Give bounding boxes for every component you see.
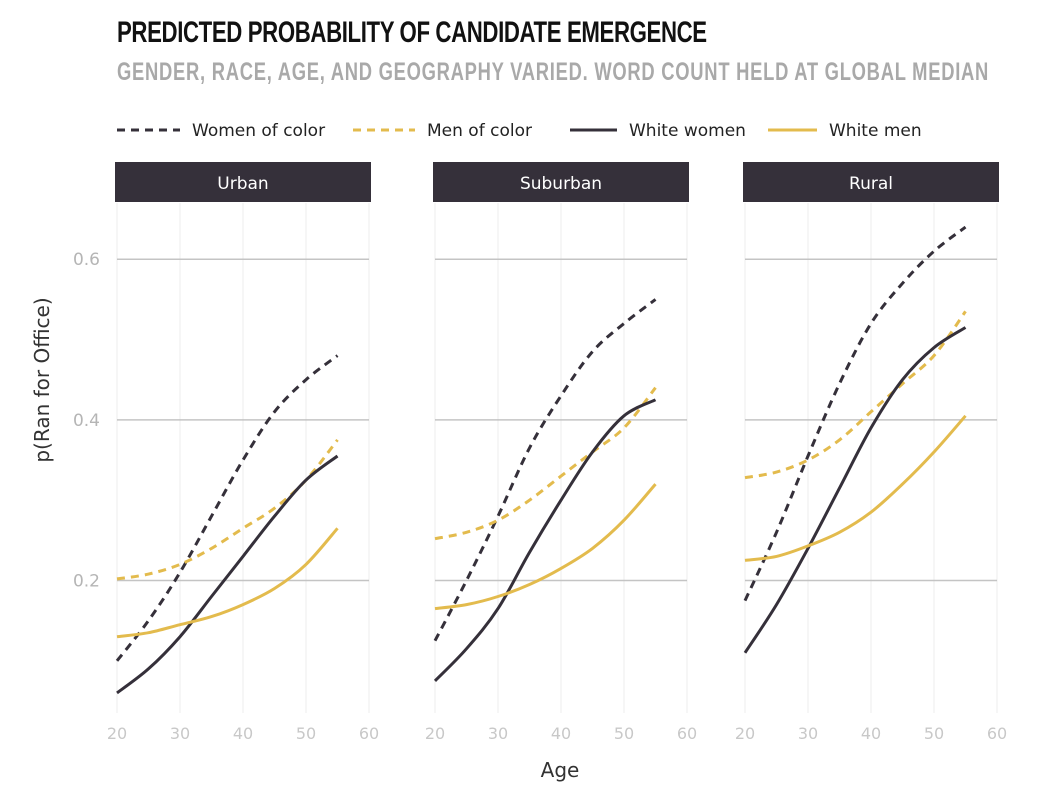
series-line-suburban-white-men [434,483,657,611]
panel-title-rural: Rural [849,174,893,194]
x-tick-label-urban-50: 50 [296,724,316,743]
legend-label-women-of-color: Women of color [192,121,325,141]
series-line-urban-white-women [116,454,339,695]
x-tick-label-suburban-20: 20 [425,724,445,743]
x-tick-label-suburban-50: 50 [614,724,634,743]
panel-title-suburban: Suburban [520,174,602,194]
x-axis-label: Age [541,758,580,782]
x-tick-label-rural-30: 30 [798,724,818,743]
panel-title-urban: Urban [217,174,268,194]
y-tick-label-0-2: 0.2 [73,571,100,591]
series-line-suburban-men-of-color [434,386,657,541]
series-line-urban-men-of-color [116,438,339,581]
series-line-suburban-white-women [433,398,657,682]
series-line-rural-men-of-color [744,310,967,480]
panel-header-urban [115,162,371,202]
y-tick-label-0-4: 0.4 [73,411,100,431]
x-tick-label-rural-60: 60 [987,724,1007,743]
x-tick-label-rural-40: 40 [861,724,881,743]
y-axis-label: p(Ran for Office) [30,297,54,462]
series-line-suburban-women-of-color [433,298,657,642]
x-tick-label-urban-20: 20 [107,724,127,743]
x-tick-label-rural-20: 20 [735,724,755,743]
x-tick-label-rural-50: 50 [924,724,944,743]
legend-label-white-women: White women [629,121,746,141]
legend-label-men-of-color: Men of color [427,121,532,141]
panel-header-rural [743,162,999,202]
series-line-urban-white-men [116,527,339,639]
x-tick-label-suburban-60: 60 [677,724,697,743]
x-tick-label-urban-60: 60 [359,724,379,743]
panel-header-suburban [433,162,689,202]
x-tick-label-urban-30: 30 [170,724,190,743]
legend-label-white-men: White men [829,121,922,141]
series-line-rural-women-of-color [743,225,967,602]
x-tick-label-suburban-30: 30 [488,724,508,743]
y-tick-label-0-6: 0.6 [73,250,100,270]
series-line-rural-white-men [744,414,967,562]
chart-title: PREDICTED PROBABILITY OF CANDIDATE EMERG… [117,16,707,49]
series-line-urban-women-of-color [115,354,339,662]
x-tick-label-urban-40: 40 [233,724,253,743]
series-line-rural-white-women [743,326,967,654]
chart-subtitle: GENDER, RACE, AGE, AND GEOGRAPHY VARIED.… [117,58,990,86]
x-tick-label-suburban-40: 40 [551,724,571,743]
